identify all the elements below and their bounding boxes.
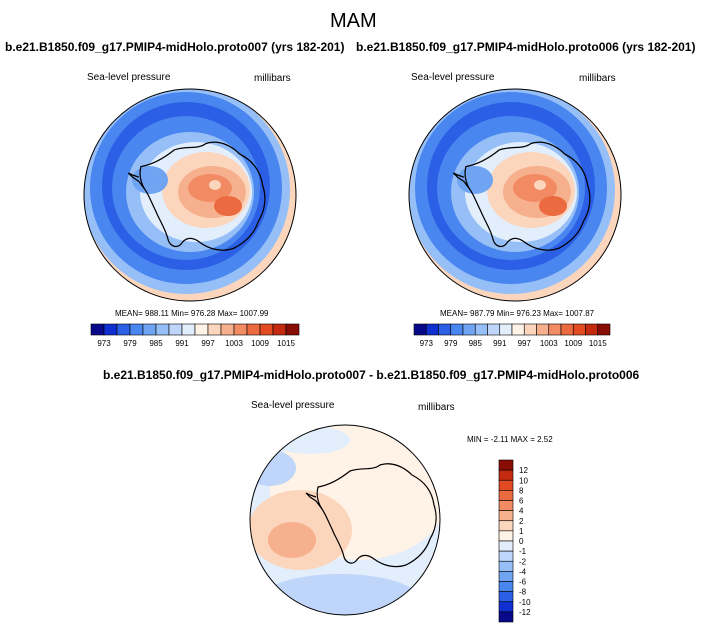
diff-colorbar-swatch [498,550,514,562]
right-colorbar-swatch [560,323,574,336]
diff-colorbar-swatch [498,540,514,552]
right-colorbar: 973 979 985 991 997 1003 1009 1015 [413,323,611,348]
right-stats: MEAN= 987.79 Min= 976.23 Max= 1007.87 [440,309,595,318]
left-colorbar-swatch [181,323,196,336]
diff-colorbar-tick-label: 4 [519,507,524,516]
right-colorbar-swatch [487,323,501,336]
right-colorbar-tick-label: 1003 [540,339,558,348]
diff-colorbar-tick-label: 12 [519,466,528,475]
diff-colorbar-tick-label: -10 [519,598,531,607]
right-map [409,89,621,301]
right-colorbar-tick-label: 991 [493,339,507,348]
left-colorbar-swatch [116,323,131,336]
diff-colorbar-swatch [498,530,514,542]
diff-colorbar-tick-label: -1 [519,547,527,556]
diff-colorbar-tick-label: 6 [519,497,524,506]
left-colorbar-tick-label: 1003 [225,339,243,348]
diff-panel-title: b.e21.B1850.f09_g17.PMIP4-midHolo.proto0… [103,368,640,382]
right-colorbar-swatch [425,323,439,336]
diff-colorbar-swatch [498,490,514,501]
diff-colorbar-tick-label: 8 [519,486,524,495]
diff-colorbar-swatch [498,459,514,471]
diff-colorbar-swatch [498,581,514,592]
left-colorbar-swatch [207,323,222,336]
right-colorbar-tick-label: 1015 [589,339,607,348]
diff-units-label: millibars [418,402,455,413]
right-colorbar-tick-label: 973 [420,339,434,348]
left-colorbar-swatch [168,323,183,336]
left-colorbar-swatch [103,323,118,336]
left-colorbar-tick-label: 1009 [251,339,269,348]
left-colorbar-tick-label: 991 [175,339,189,348]
diff-colorbar-tick-label: -4 [519,567,527,576]
diff-colorbar-swatch [498,520,514,532]
left-colorbar-swatch [155,323,170,336]
left-variable-label: Sea-level pressure [87,72,171,83]
season-title: MAM [330,10,377,32]
diff-colorbar-swatch [498,601,514,613]
right-colorbar-swatch [450,323,464,336]
diff-colorbar-swatch [498,510,514,522]
diff-variable-label: Sea-level pressure [251,400,335,411]
right-colorbar-tick-label: 1009 [564,339,582,348]
diff-colorbar-tick-label: 0 [519,537,524,546]
diff-colorbar-swatch [498,571,514,582]
diff-stats: MIN = -2.11 MAX = 2.52 [467,435,553,444]
diff-colorbar-swatch [498,469,514,481]
diff-colorbar-swatch [498,560,514,572]
right-colorbar-swatch [438,323,452,336]
left-colorbar-swatch [233,323,248,336]
diff-colorbar-tick-label: 10 [519,476,528,485]
diff-colorbar-swatch [498,479,514,491]
right-panel-title: b.e21.B1850.f09_g17.PMIP4-midHolo.proto0… [356,40,696,54]
left-colorbar-tick-label: 979 [123,339,137,348]
left-colorbar-swatch [246,323,261,336]
left-colorbar-swatch [285,323,300,336]
left-colorbar-tick-label: 997 [201,339,215,348]
right-colorbar-swatch [536,323,550,336]
left-colorbar-swatch [90,323,105,336]
left-colorbar-swatch [272,323,287,336]
right-colorbar-swatch [585,323,599,336]
diff-colorbar-tick-label: -8 [519,588,527,597]
right-colorbar-tick-label: 979 [444,339,458,348]
diff-colorbar-tick-label: -2 [519,557,527,566]
right-colorbar-swatch [413,323,427,336]
diff-colorbar-swatch [498,500,514,511]
diff-map [250,425,440,615]
diff-colorbar-swatch [498,591,514,603]
left-colorbar-swatch [129,323,144,336]
left-colorbar-swatch [194,323,209,336]
diff-colorbar-tick-label: -12 [519,608,531,617]
left-colorbar-tick-label: 985 [149,339,163,348]
right-colorbar-swatch [499,323,513,336]
left-colorbar-swatch [220,323,235,336]
right-colorbar-swatch [597,323,611,336]
left-colorbar-swatch [142,323,157,336]
right-colorbar-swatch [523,323,537,336]
right-colorbar-swatch [572,323,586,336]
diff-colorbar-tick-label: 2 [519,517,524,526]
right-units-label: millibars [579,73,616,84]
left-colorbar-tick-label: 973 [97,339,111,348]
left-map [84,89,296,301]
right-variable-label: Sea-level pressure [411,72,495,83]
right-colorbar-swatch [474,323,488,336]
left-panel-title: b.e21.B1850.f09_g17.PMIP4-midHolo.proto0… [5,40,345,54]
left-colorbar-swatch [259,323,274,336]
right-colorbar-swatch [548,323,562,336]
left-units-label: millibars [254,73,291,84]
diff-colorbar-swatch [498,611,514,623]
left-colorbar-tick-label: 1015 [277,339,295,348]
right-colorbar-swatch [462,323,476,336]
diff-colorbar-tick-label: -6 [519,578,527,587]
diff-colorbar-tick-label: 1 [519,527,524,536]
right-colorbar-swatch [511,323,525,336]
right-colorbar-tick-label: 997 [518,339,532,348]
right-colorbar-tick-label: 985 [469,339,483,348]
left-colorbar: 973 979 985 991 997 1003 1009 1015 [90,323,300,348]
left-stats: MEAN= 988.11 Min= 976.28 Max= 1007.99 [115,309,269,318]
